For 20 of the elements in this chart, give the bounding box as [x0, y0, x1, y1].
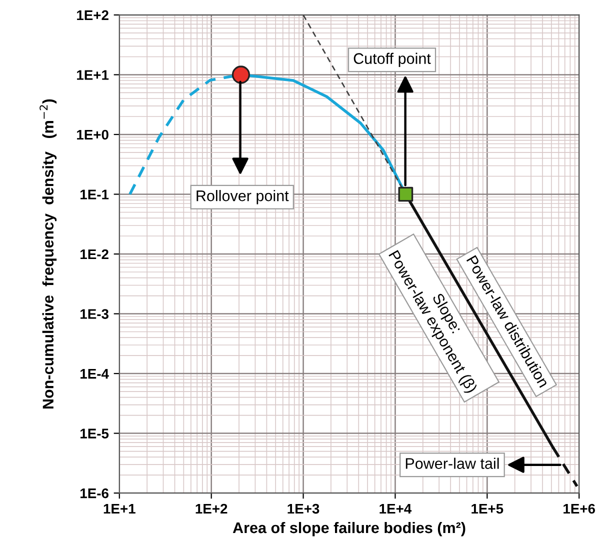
annotation: Rollover point — [196, 190, 289, 204]
y-tick-label: 1E+2 — [77, 10, 108, 20]
x-tick-label: 1E+3 — [288, 504, 320, 514]
y-tick-label: 1E-5 — [80, 428, 109, 438]
x-tick-label: 1E+5 — [472, 504, 504, 514]
y-tick-label: 1E-4 — [80, 369, 109, 379]
y-tick-label: 1E-1 — [80, 190, 109, 200]
y-tick-label: 1E+1 — [77, 70, 109, 80]
x-tick-label: 1E+6 — [564, 504, 595, 514]
x-tick-label: 1E+2 — [196, 504, 228, 514]
y-tick-label: 1E-6 — [80, 488, 108, 498]
y-tick-label: 1E+0 — [77, 130, 108, 140]
annotation: Cutoff point — [354, 52, 431, 68]
y-tick-label: 1E-3 — [80, 309, 108, 319]
x-axis-title: Area of slope failure bodies (m²) — [232, 522, 466, 536]
annotation: Power-law tail — [406, 458, 499, 469]
y-tick-label: 1E-2 — [80, 249, 108, 260]
y-axis-title: Non-cumulative frequency density (m$^{−2}$) — [40, 99, 57, 409]
x-tick-label: 1E+4 — [380, 504, 412, 514]
x-tick-label: 1E+1 — [104, 504, 136, 514]
